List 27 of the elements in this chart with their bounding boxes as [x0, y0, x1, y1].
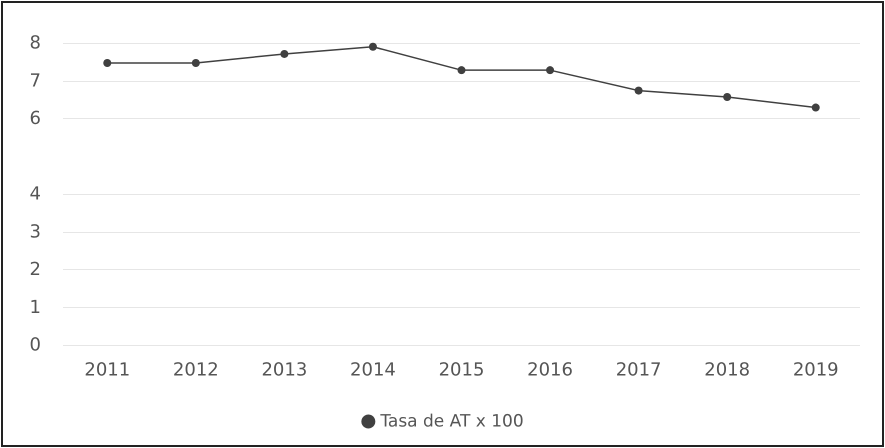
x-tick-label: 2018: [704, 360, 750, 380]
point: [368, 42, 377, 51]
point: [103, 59, 112, 68]
point: [458, 66, 466, 74]
x-tick-label: 2014: [350, 360, 396, 380]
y-tick-label: 1: [30, 296, 41, 318]
x-tick-label: 2016: [527, 360, 573, 380]
point: [280, 50, 288, 58]
point: [723, 92, 732, 101]
point: [546, 66, 554, 74]
y-tick-label: 2: [30, 259, 41, 280]
y-tick-label: 3: [30, 221, 41, 242]
x-tick-label: 2017: [616, 360, 662, 380]
x-tick-label: 2019: [792, 360, 839, 380]
y-tick-label: 7: [30, 70, 41, 92]
y-tick-label: 8: [30, 32, 41, 54]
y-tick-label: 6: [30, 108, 41, 129]
x-tick-label: 2011: [84, 360, 130, 380]
y-tick-label: 0: [30, 334, 41, 356]
point: [634, 86, 643, 95]
x-tick-label: 2013: [261, 360, 308, 380]
y-tick-label: 4: [30, 184, 41, 204]
legend-label: Tasa de AT x 100: [379, 412, 524, 432]
point: [192, 59, 200, 68]
x-tick-label: 2015: [438, 360, 484, 380]
x-tick-label: 2012: [172, 360, 219, 380]
point: [812, 104, 820, 112]
